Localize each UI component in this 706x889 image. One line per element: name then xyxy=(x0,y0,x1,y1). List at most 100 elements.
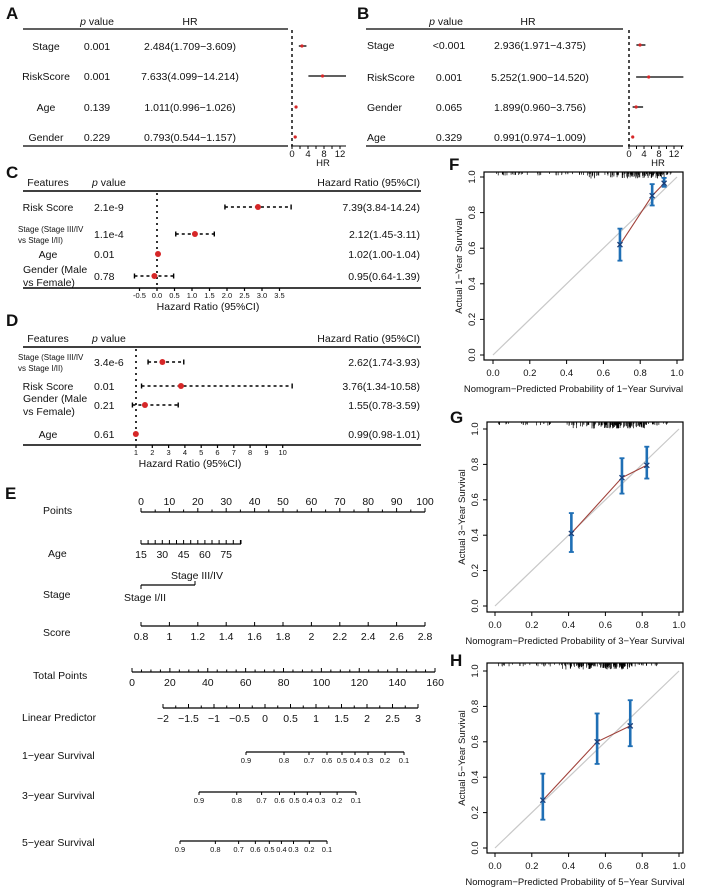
y-tick-label: 1.0 xyxy=(467,170,478,183)
x-tick-label: 0.6 xyxy=(599,620,612,631)
y-tick-label: 1.0 xyxy=(470,664,481,677)
survival-tick-label: 0.8 xyxy=(232,796,242,805)
x-tick-label: 7 xyxy=(232,448,236,457)
survival-tick-label: 0.5 xyxy=(337,756,347,765)
row-p-value: 0.61 xyxy=(94,429,115,441)
x-tick-label: 0.2 xyxy=(525,861,538,872)
points-tick-label: 10 xyxy=(164,496,176,508)
y-tick-label: 0.6 xyxy=(470,493,481,506)
hr-point xyxy=(132,431,139,437)
row-hr-text: 1.02(1.00-1.04) xyxy=(348,249,420,261)
points-tick-label: 80 xyxy=(362,496,374,508)
stage-category-label: Stage I/II xyxy=(124,592,166,604)
row-hr-text: 2.936(1.971−4.375) xyxy=(494,40,586,52)
x-tick-label: 2 xyxy=(150,448,154,457)
y-tick-label: 0.4 xyxy=(470,529,481,542)
x-tick-label: 10 xyxy=(279,448,287,457)
x-tick-label: 0 xyxy=(289,149,294,160)
row-p-value: 0.329 xyxy=(436,132,462,144)
row-p-value: <0.001 xyxy=(433,40,466,52)
row-hr-text: 1.55(0.78-3.59) xyxy=(348,400,420,412)
y-tick-label: 0.8 xyxy=(467,206,478,219)
survival-tick-label: 0.3 xyxy=(363,756,373,765)
y-tick-label: 0.6 xyxy=(467,242,478,255)
survival-tick-label: 0.9 xyxy=(194,796,204,805)
linear-predictor-tick-label: 1 xyxy=(313,713,319,725)
linear-predictor-tick-label: 1.5 xyxy=(334,713,349,725)
row-label: Age xyxy=(39,249,58,261)
x-tick-label: 0.6 xyxy=(599,861,612,872)
row-label: RiskScore xyxy=(22,71,70,83)
x-tick-label: 5 xyxy=(199,448,203,457)
x-tick-label: 1 xyxy=(134,448,138,457)
points-tick-label: 40 xyxy=(249,496,261,508)
row-hr-text: 1.899(0.960−3.756) xyxy=(494,102,586,114)
hr-point xyxy=(634,105,638,109)
x-axis-title: HR xyxy=(316,158,330,169)
points-tick-label: 90 xyxy=(391,496,403,508)
ideal-diagonal xyxy=(492,176,678,356)
survival-tick-label: 0.1 xyxy=(351,796,361,805)
calibration-curve xyxy=(619,182,665,245)
y-tick-label: 0.8 xyxy=(470,700,481,713)
x-axis-title: Hazard Ratio (95%CI) xyxy=(139,458,242,470)
total-points-tick-label: 20 xyxy=(164,677,176,689)
point-marker-x xyxy=(627,722,634,729)
row-p-value: 0.21 xyxy=(94,400,115,412)
linear-predictor-tick-label: 0 xyxy=(262,713,268,725)
age-tick-label: 30 xyxy=(156,549,168,561)
p-value-header: p value xyxy=(79,16,114,28)
survival-tick-label: 0.8 xyxy=(210,845,220,854)
row-p-value: 0.01 xyxy=(94,249,115,261)
score-tick-label: 2.2 xyxy=(332,631,347,643)
survival-tick-label: 0.7 xyxy=(233,845,243,854)
hr-point xyxy=(320,74,325,78)
point-marker-x xyxy=(649,192,656,199)
points-tick-label: 20 xyxy=(192,496,204,508)
y-axis-title: Actual 3−Year Survival xyxy=(457,469,468,565)
x-axis-title: Hazard Ratio (95%CI) xyxy=(157,301,260,313)
y-tick-label: 0.8 xyxy=(470,458,481,471)
total-points-tick-label: 120 xyxy=(351,677,369,689)
points-tick-label: 100 xyxy=(416,496,434,508)
x-tick-label: 8 xyxy=(321,149,326,160)
hr-point xyxy=(141,402,148,408)
total-points-tick-label: 0 xyxy=(129,677,135,689)
x-tick-label: 0.4 xyxy=(560,368,573,379)
panel-letter: E xyxy=(5,484,16,503)
survival-tick-label: 0.2 xyxy=(304,845,314,854)
survival-tick-label: 0.2 xyxy=(380,756,390,765)
features-header: Features xyxy=(27,177,68,189)
row-hr-text: 0.991(0.974−1.009) xyxy=(494,132,586,144)
total-points-tick-label: 80 xyxy=(278,677,290,689)
ideal-diagonal xyxy=(494,670,680,849)
y-tick-label: 0.2 xyxy=(467,313,478,326)
y-tick-label: 0.0 xyxy=(470,841,481,854)
age-tick-label: 15 xyxy=(135,549,147,561)
p-suffix: value xyxy=(98,177,126,189)
nomogram-row-label: Linear Predictor xyxy=(22,712,97,724)
hr-point xyxy=(154,251,161,257)
linear-predictor-tick-label: 2.5 xyxy=(385,713,400,725)
linear-predictor-tick-label: 0.5 xyxy=(283,713,298,725)
row-label: Gender xyxy=(367,102,403,114)
row-hr-text: 2.62(1.74-3.93) xyxy=(348,357,420,369)
x-tick-label: 12 xyxy=(335,149,346,160)
row-p-value: 0.001 xyxy=(436,72,462,84)
hr-header: HR xyxy=(182,16,198,28)
p-suffix: value xyxy=(98,333,126,345)
row-hr-text: 7.633(4.099−14.214) xyxy=(141,71,239,83)
y-tick-label: 0.0 xyxy=(467,348,478,361)
nomogram-row-label: 5−year Survival xyxy=(22,837,95,849)
x-axis-title: HR xyxy=(651,158,665,169)
row-hr-text: 2.12(1.45-3.11) xyxy=(349,229,420,241)
row-label-line-2: vs Stage I/II) xyxy=(18,364,63,373)
score-tick-label: 2 xyxy=(308,631,314,643)
survival-tick-label: 0.7 xyxy=(304,756,314,765)
survival-tick-label: 0.1 xyxy=(322,845,332,854)
x-tick-label: 0 xyxy=(626,149,631,160)
point-marker-x xyxy=(594,738,601,745)
score-tick-label: 2.4 xyxy=(361,631,376,643)
x-tick-label: 12 xyxy=(669,149,680,160)
